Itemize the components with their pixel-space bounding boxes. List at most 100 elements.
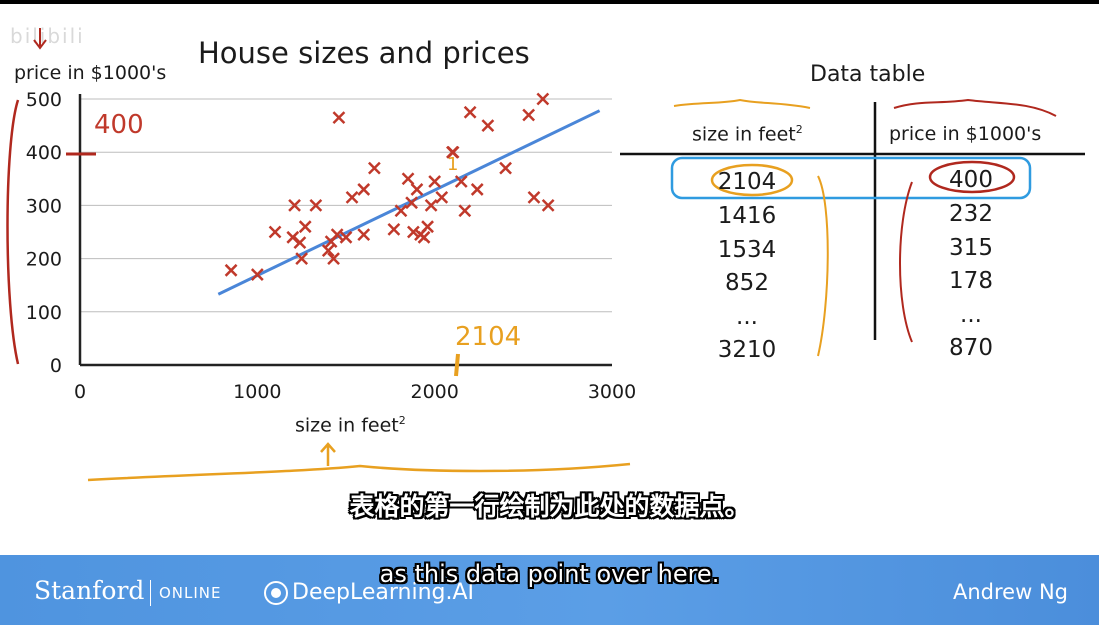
data-point xyxy=(527,191,541,204)
price-column-brace xyxy=(899,181,913,343)
data-point xyxy=(339,230,353,244)
data-point xyxy=(458,204,472,218)
table-cell-price: 870 xyxy=(949,335,993,361)
footer-bar xyxy=(0,555,1099,625)
subtitle-chinese: 表格的第一行绘制为此处的数据点。 xyxy=(349,492,750,521)
scatter-chart: 0 100 200 300 400 500 0 1000 2000 3000 xyxy=(6,28,1085,482)
data-point xyxy=(401,172,415,186)
data-point xyxy=(536,92,550,106)
data-point xyxy=(541,199,555,212)
data-point xyxy=(288,199,301,212)
size-column-brace xyxy=(817,175,829,357)
data-point xyxy=(332,111,346,125)
data-point xyxy=(463,105,477,119)
x-2104-tick-mark xyxy=(454,353,460,377)
size-header-brace xyxy=(673,98,811,109)
data-point xyxy=(295,252,309,265)
data-point xyxy=(293,236,307,250)
fit-line xyxy=(217,109,601,296)
logo-separator xyxy=(150,580,151,606)
data-point xyxy=(407,225,420,239)
table-cell-price: 400 xyxy=(949,167,993,193)
x-axis-title: size in feet2 xyxy=(295,414,406,436)
y-axis-brace xyxy=(6,99,20,365)
chart-title: House sizes and prices xyxy=(198,36,530,70)
x-tick-label: 1000 xyxy=(233,381,281,403)
x-tick-label: 2000 xyxy=(410,381,458,403)
data-point xyxy=(367,161,381,175)
data-point xyxy=(345,191,359,204)
table-cell-size: 1416 xyxy=(717,203,777,229)
table-cell-price: 315 xyxy=(949,235,993,261)
online-label: ONLINE xyxy=(159,584,222,602)
x-tick-label: 0 xyxy=(74,381,86,403)
size-2104-circle xyxy=(710,163,794,197)
red-arrow-mark xyxy=(33,28,47,50)
data-point xyxy=(470,183,484,196)
data-point xyxy=(357,228,371,242)
price-400-circle xyxy=(928,160,1016,194)
data-point xyxy=(428,175,442,188)
data-point xyxy=(250,268,264,281)
table-cell-size: 2104 xyxy=(717,169,777,195)
x-axis-title-sup: 2 xyxy=(398,414,406,427)
table-cell-size: 852 xyxy=(725,270,769,296)
data-point xyxy=(298,220,312,234)
x-tick-label: 3000 xyxy=(588,381,636,403)
table-header-size: size in feet2 xyxy=(692,123,803,145)
data-table-title: Data table xyxy=(810,62,926,87)
y-tick-label: 300 xyxy=(26,195,62,217)
data-point xyxy=(410,183,424,196)
data-point xyxy=(387,222,401,236)
annotation-point-mark: 1 xyxy=(447,154,459,175)
slide-canvas: bilibili 0 100 200 300 400 500 0 1000 2000 3000 H… xyxy=(0,4,1099,555)
data-point xyxy=(417,230,431,244)
table-header-price: price in $1000's xyxy=(889,123,1042,145)
data-point xyxy=(224,263,238,277)
data-point xyxy=(286,230,300,244)
x-axis-arrow xyxy=(320,442,336,466)
data-point xyxy=(405,196,418,210)
y-tick-label: 0 xyxy=(50,355,62,377)
y-tick-label: 500 xyxy=(26,89,62,111)
y-tick-label: 200 xyxy=(26,249,62,271)
data-point xyxy=(454,175,468,188)
data-point xyxy=(309,199,323,212)
table-cell-price: ... xyxy=(960,302,982,328)
data-point xyxy=(394,204,408,218)
annotation-y-mark: 400 xyxy=(94,110,144,140)
data-point xyxy=(421,220,434,234)
data-point xyxy=(522,108,536,122)
data-point xyxy=(499,161,512,175)
table-cell-size: 3210 xyxy=(717,337,777,363)
data-point xyxy=(330,228,344,242)
data-point xyxy=(357,183,371,196)
watermark: bilibili xyxy=(10,24,85,48)
y-axis-title: price in $1000's xyxy=(14,62,167,84)
table-cell-size: 1534 xyxy=(717,237,777,263)
deeplearning-logo-text: DeepLearning.AI xyxy=(292,580,475,605)
x-axis-title-text: size in feet xyxy=(295,414,399,437)
table-cell-price: 232 xyxy=(949,201,993,227)
data-point xyxy=(446,145,460,159)
data-point xyxy=(481,119,495,132)
deeplearning-logo-icon xyxy=(264,581,288,605)
data-point xyxy=(435,191,449,204)
table-header-size-text: size in feet xyxy=(692,123,796,146)
instructor-name: Andrew Ng xyxy=(953,580,1068,604)
annotation-x-mark: 2104 xyxy=(455,322,522,352)
x-axis-brace xyxy=(87,462,631,482)
data-point xyxy=(327,252,340,265)
table-cell-price: 178 xyxy=(949,268,993,294)
table-cell-size: ... xyxy=(736,304,758,330)
first-row-highlight xyxy=(670,156,1032,200)
stanford-logo: Stanford xyxy=(34,576,145,605)
data-point xyxy=(268,225,282,239)
y-tick-label: 400 xyxy=(26,142,62,164)
subtitle-english: as this data point over here. xyxy=(379,560,720,588)
data-point xyxy=(424,199,438,212)
y-tick-label: 100 xyxy=(26,302,62,324)
data-point xyxy=(321,244,335,258)
table-header-size-sup: 2 xyxy=(795,123,803,136)
price-header-brace xyxy=(893,98,1057,117)
